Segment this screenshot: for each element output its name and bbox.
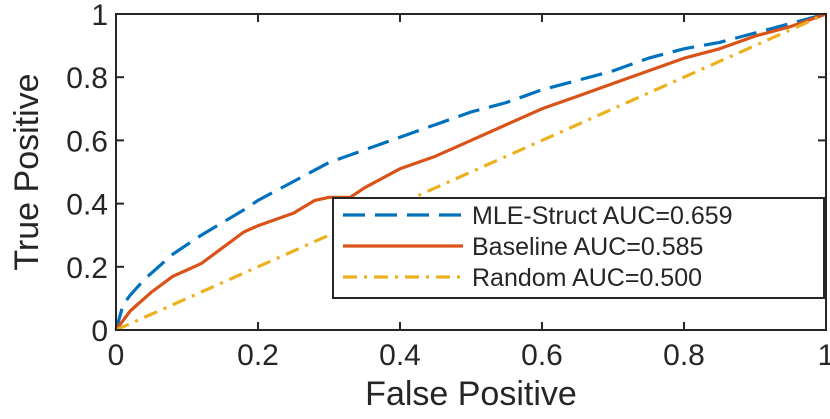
x-tick-label: 1 [818, 339, 830, 372]
y-tick-label: 0 [91, 315, 108, 348]
legend-label-3: Random AUC=0.500 [472, 264, 702, 292]
series-layer [114, 12, 827, 332]
legend-label-1: MLE-Struct AUC=0.659 [472, 202, 733, 230]
x-tick-label: 0.6 [521, 339, 563, 372]
ticks-layer: 0 0.2 0.4 0.6 0.8 1 0 0.2 0.4 0.6 0.8 1 [66, 0, 830, 372]
series-line-1 [114, 12, 827, 331]
y-tick-label: 0.6 [66, 125, 108, 158]
series-line-3 [115, 12, 827, 332]
y-tick-label: 0.2 [66, 252, 108, 285]
y-tick-label: 1 [91, 0, 108, 32]
series-line-2 [114, 12, 827, 331]
x-tick-label: 0.4 [379, 339, 421, 372]
x-tick-label: 0.8 [663, 339, 705, 372]
plot-frame [115, 13, 827, 331]
y-tick-label: 0.4 [66, 189, 108, 222]
x-axis-title: False Positive [365, 375, 577, 413]
y-tick-label: 0.8 [66, 62, 108, 95]
x-tick-label: 0 [108, 339, 125, 372]
x-tick-label: 0.2 [237, 339, 279, 372]
y-axis-title: True Positive [8, 73, 46, 270]
legend-label-2: Baseline AUC=0.585 [472, 233, 703, 261]
legend: MLE-Struct AUC=0.659 Baseline AUC=0.585 Ra… [332, 197, 825, 299]
